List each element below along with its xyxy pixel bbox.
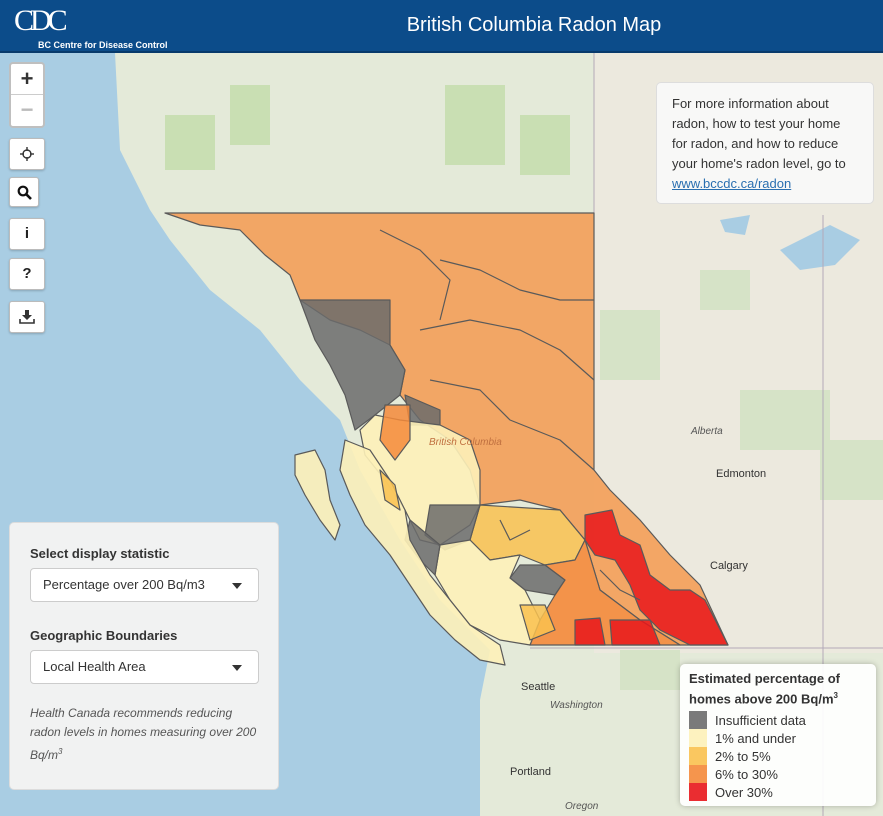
label-calgary: Calgary bbox=[710, 560, 748, 572]
legend-item: 1% and under bbox=[689, 729, 867, 748]
statistic-select-value: Percentage over 200 Bq/m3 bbox=[43, 577, 205, 592]
legend-swatch bbox=[689, 783, 707, 802]
legend-item: Over 30% bbox=[689, 783, 867, 802]
label-seattle: Seattle bbox=[521, 681, 556, 693]
legend-swatch bbox=[689, 711, 707, 730]
bccdc-radon-link[interactable]: www.bccdc.ca/radon bbox=[672, 176, 792, 191]
caret-down-icon bbox=[232, 665, 242, 671]
info-button[interactable]: i bbox=[9, 218, 45, 250]
statistic-label: Select display statistic bbox=[30, 546, 170, 561]
boundaries-select[interactable]: Local Health Area bbox=[30, 650, 259, 684]
boundaries-label: Geographic Boundaries bbox=[30, 628, 178, 643]
legend-item-label: Insufficient data bbox=[715, 712, 806, 728]
legend-item-label: 6% to 30% bbox=[715, 766, 778, 782]
legend-title: Estimated percentage of homes above 200 … bbox=[689, 670, 867, 707]
header-bar: CDC BC Centre for Disease Control Britis… bbox=[0, 0, 883, 53]
health-canada-note: Health Canada recommends reducing radon … bbox=[30, 704, 258, 765]
map-legend: Estimated percentage of homes above 200 … bbox=[680, 664, 876, 806]
locate-button[interactable] bbox=[9, 138, 45, 170]
legend-item-label: 1% and under bbox=[715, 730, 796, 746]
logo-text: BC Centre for Disease Control bbox=[38, 40, 168, 50]
search-button[interactable] bbox=[9, 177, 39, 207]
legend-item-label: Over 30% bbox=[715, 784, 773, 800]
legend-item: 2% to 5% bbox=[689, 747, 867, 766]
zoom-control: + − bbox=[9, 62, 45, 128]
legend-item: 6% to 30% bbox=[689, 765, 867, 784]
page-title: British Columbia Radon Map bbox=[406, 14, 662, 36]
info-box: For more information about radon, how to… bbox=[656, 82, 874, 204]
label-oregon: Oregon bbox=[565, 801, 599, 812]
note-superscript: 3 bbox=[58, 747, 63, 756]
legend-title-superscript: 3 bbox=[833, 691, 838, 700]
caret-down-icon bbox=[232, 583, 242, 589]
download-icon bbox=[19, 310, 35, 324]
legend-item: Insufficient data bbox=[689, 711, 867, 730]
help-button[interactable]: ? bbox=[9, 258, 45, 290]
crosshair-icon bbox=[20, 147, 34, 162]
settings-panel: Select display statistic Percentage over… bbox=[9, 522, 279, 790]
label-alberta: Alberta bbox=[691, 426, 723, 437]
legend-item-label: 2% to 5% bbox=[715, 748, 771, 764]
label-british-columbia: British Columbia bbox=[429, 437, 502, 448]
search-icon bbox=[17, 185, 32, 200]
legend-swatch bbox=[689, 765, 707, 784]
statistic-select[interactable]: Percentage over 200 Bq/m3 bbox=[30, 568, 259, 602]
legend-swatch bbox=[689, 729, 707, 748]
zoom-in-button[interactable]: + bbox=[20, 66, 34, 91]
label-washington: Washington bbox=[550, 700, 603, 711]
boundaries-select-value: Local Health Area bbox=[43, 659, 146, 674]
info-text: For more information about radon, how to… bbox=[672, 96, 846, 171]
zoom-out-button[interactable]: − bbox=[11, 94, 43, 125]
label-edmonton: Edmonton bbox=[716, 468, 767, 480]
logo-mark: CDC bbox=[14, 4, 68, 37]
bccdc-logo: CDC BC Centre for Disease Control bbox=[12, 2, 168, 50]
legend-swatch bbox=[689, 747, 707, 766]
note-text: Health Canada recommends reducing radon … bbox=[30, 706, 257, 762]
label-portland: Portland bbox=[510, 766, 551, 778]
legend-title-text: Estimated percentage of homes above 200 … bbox=[689, 671, 840, 707]
download-button[interactable] bbox=[9, 301, 45, 333]
